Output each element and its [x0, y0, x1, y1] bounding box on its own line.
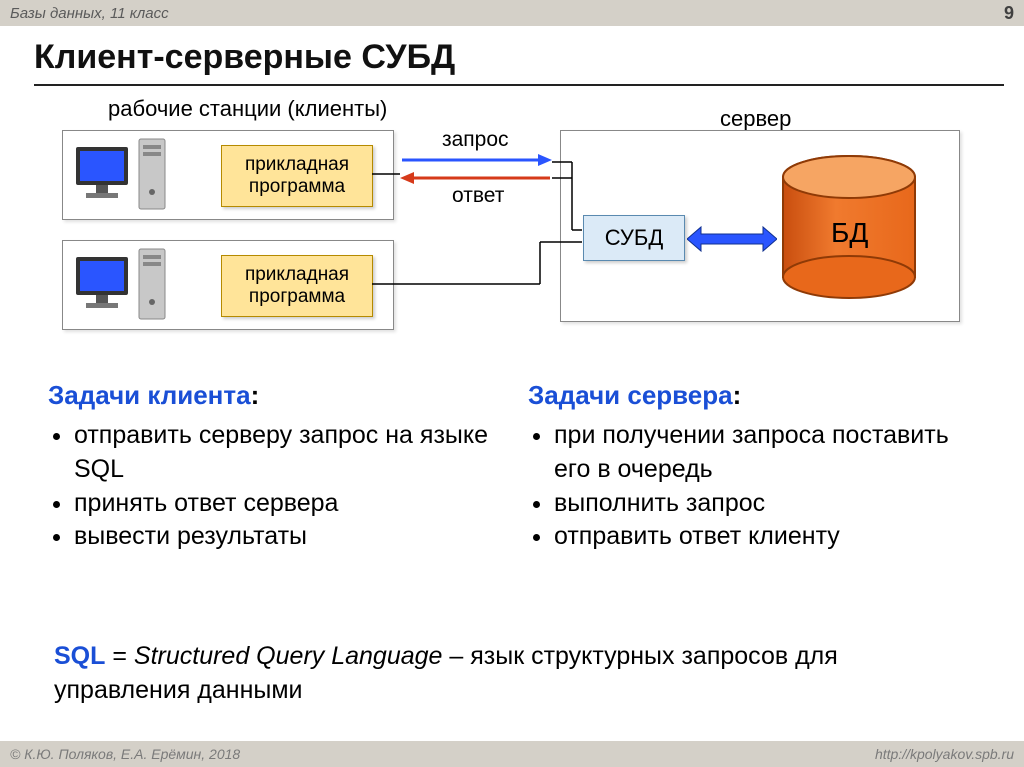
server-caption: сервер — [720, 106, 791, 132]
app-program-box-1: прикладнаяпрограмма — [221, 145, 373, 207]
title-underline — [34, 84, 1004, 86]
sql-keyword: SQL — [54, 642, 105, 670]
copyright: © К.Ю. Поляков, Е.А. Ерёмин, 2018 — [10, 746, 240, 762]
tower-icon — [135, 137, 175, 213]
client-workstation-2: прикладнаяпрограмма — [62, 240, 394, 330]
server-box: СУБД БД — [560, 130, 960, 322]
sql-english: Structured Query Language — [134, 642, 443, 670]
dbms-label: СУБД — [605, 225, 663, 251]
server-task-item: выполнить запрос — [554, 487, 978, 521]
source-url: http://kpolyakov.spb.ru — [875, 746, 1014, 762]
slide-title: Клиент-серверные СУБД — [34, 38, 455, 77]
monitor-icon — [71, 251, 141, 321]
app-program-label-2: прикладнаяпрограмма — [245, 264, 349, 308]
dbms-box: СУБД — [583, 215, 685, 261]
architecture-diagram: рабочие станции (клиенты) прикладнаяпрог… — [0, 90, 1024, 370]
client-task-item: принять ответ сервера — [74, 487, 498, 521]
footer-bar: © К.Ю. Поляков, Е.А. Ерёмин, 2018 http:/… — [0, 741, 1024, 767]
header-bar: Базы данных, 11 класс 9 — [0, 0, 1024, 26]
request-arrow-icon — [400, 152, 552, 168]
clients-caption: рабочие станции (клиенты) — [108, 96, 387, 122]
response-label: ответ — [452, 184, 504, 208]
monitor-icon — [71, 141, 141, 211]
server-task-item: отправить ответ клиенту — [554, 520, 978, 554]
app-program-label-1: прикладнаяпрограмма — [245, 154, 349, 198]
server-task-item: при получении запроса поставить его в оч… — [554, 419, 978, 487]
client-tasks-column: Задачи клиента: отправить серверу запрос… — [48, 380, 498, 554]
client-task-item: вывести результаты — [74, 520, 498, 554]
sql-definition: SQL = Structured Query Language – язык с… — [54, 640, 974, 708]
client-workstation-1: прикладнаяпрограмма — [62, 130, 394, 220]
dbms-db-arrow — [687, 219, 777, 259]
course-label: Базы данных, 11 класс — [10, 5, 169, 22]
client-tasks-heading: Задачи клиента: — [48, 380, 498, 411]
app-program-box-2: прикладнаяпрограмма — [221, 255, 373, 317]
server-tasks-heading: Задачи сервера: — [528, 380, 978, 411]
client-task-item: отправить серверу запрос на языке SQL — [74, 419, 498, 487]
page-number: 9 — [1004, 3, 1014, 24]
tasks-columns: Задачи клиента: отправить серверу запрос… — [48, 380, 978, 554]
tower-icon — [135, 247, 175, 323]
request-label: запрос — [442, 128, 509, 152]
server-tasks-column: Задачи сервера: при получении запроса по… — [528, 380, 978, 554]
db-label: БД — [831, 217, 868, 249]
